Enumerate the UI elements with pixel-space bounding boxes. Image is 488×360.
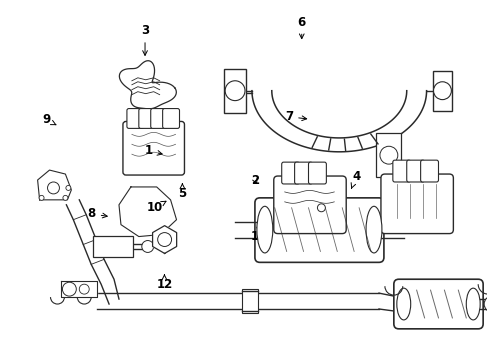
Ellipse shape	[396, 288, 410, 320]
Text: 10: 10	[146, 201, 166, 214]
Circle shape	[47, 182, 60, 194]
Circle shape	[39, 195, 44, 201]
Text: 4: 4	[350, 170, 360, 188]
Circle shape	[483, 296, 488, 312]
Text: 2: 2	[251, 174, 259, 186]
Circle shape	[142, 240, 153, 252]
FancyBboxPatch shape	[122, 121, 184, 175]
FancyBboxPatch shape	[380, 174, 452, 234]
Bar	[242, 289, 257, 313]
FancyBboxPatch shape	[392, 160, 410, 182]
Text: 7: 7	[285, 110, 306, 123]
Text: 12: 12	[156, 275, 172, 291]
Circle shape	[433, 82, 450, 100]
FancyBboxPatch shape	[139, 109, 155, 129]
Circle shape	[157, 233, 171, 247]
FancyBboxPatch shape	[281, 162, 299, 184]
Circle shape	[379, 146, 397, 164]
Text: 3: 3	[141, 24, 149, 55]
Circle shape	[62, 282, 76, 296]
FancyBboxPatch shape	[406, 160, 424, 182]
Bar	[224, 69, 245, 113]
Text: 5: 5	[178, 184, 186, 200]
Text: 6: 6	[297, 15, 305, 39]
Polygon shape	[152, 226, 176, 253]
Circle shape	[63, 195, 68, 201]
FancyBboxPatch shape	[150, 109, 167, 129]
Text: 8: 8	[87, 207, 107, 220]
Circle shape	[79, 284, 89, 294]
Circle shape	[317, 204, 325, 212]
Bar	[432, 71, 451, 111]
Polygon shape	[61, 281, 97, 297]
Polygon shape	[38, 170, 71, 200]
FancyBboxPatch shape	[273, 176, 346, 234]
FancyBboxPatch shape	[254, 198, 383, 262]
Ellipse shape	[366, 206, 381, 253]
Circle shape	[224, 81, 244, 100]
FancyBboxPatch shape	[294, 162, 312, 184]
Bar	[375, 133, 400, 177]
FancyBboxPatch shape	[393, 279, 482, 329]
Ellipse shape	[466, 288, 479, 320]
Polygon shape	[119, 61, 176, 109]
Ellipse shape	[256, 206, 272, 253]
FancyBboxPatch shape	[308, 162, 325, 184]
Text: 1: 1	[144, 144, 162, 157]
Text: 11: 11	[250, 223, 266, 243]
FancyBboxPatch shape	[127, 109, 143, 129]
Polygon shape	[119, 187, 176, 237]
Polygon shape	[251, 91, 426, 152]
Text: 9: 9	[42, 113, 56, 126]
FancyBboxPatch shape	[420, 160, 438, 182]
FancyBboxPatch shape	[163, 109, 179, 129]
Circle shape	[66, 185, 71, 190]
Bar	[93, 235, 133, 257]
